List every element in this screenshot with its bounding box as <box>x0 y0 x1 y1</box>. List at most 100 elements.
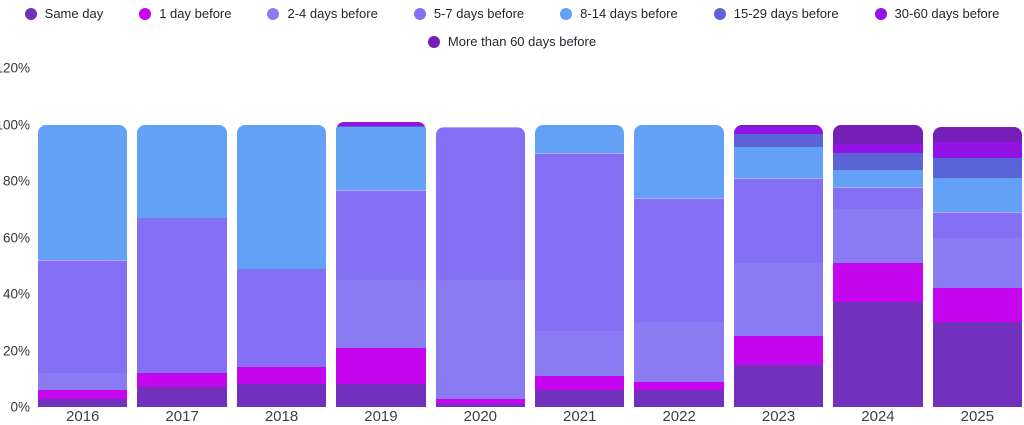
x-label-2020: 2020 <box>463 408 498 425</box>
segment-1-day-before-2023[interactable] <box>733 336 824 365</box>
segment-same-day-2017[interactable] <box>137 387 227 407</box>
bar-2017[interactable] <box>137 124 227 407</box>
y-tick-60: 60% <box>2 230 30 245</box>
segment-1-day-before-2024[interactable] <box>833 262 923 303</box>
segment-5-7-days-before-2023[interactable] <box>733 178 824 263</box>
legend-label: 30-60 days before <box>894 6 1000 21</box>
segment-30-60-days-before-2024[interactable] <box>833 144 923 153</box>
segment-5-7-days-before-2022[interactable] <box>634 197 724 323</box>
bar-2025[interactable] <box>932 127 1023 407</box>
segment-more-than-60-days-before-2025[interactable] <box>932 127 1023 142</box>
segment-same-day-2019[interactable] <box>336 384 426 407</box>
segment-2-4-days-before-2023[interactable] <box>733 262 824 337</box>
y-axis: 0% 20% 40% 60% 80% 100% 120% <box>0 0 32 425</box>
segment-30-60-days-before-2025[interactable] <box>932 141 1023 159</box>
chart-legend: Same day 1 day before 2-4 days before 5-7 d… <box>0 0 1024 49</box>
bar-2022[interactable] <box>634 124 724 407</box>
segment-8-14-days-before-2019[interactable] <box>336 127 426 190</box>
segment-30-60-days-before-2019[interactable] <box>336 121 426 126</box>
segment-5-7-days-before-2024[interactable] <box>833 186 923 210</box>
legend-label: 1 day before <box>159 6 232 21</box>
y-tick-120: 120% <box>0 60 30 76</box>
legend-item-more-than-60-days-before[interactable]: More than 60 days before <box>427 34 597 49</box>
legend-label: More than 60 days before <box>447 34 597 49</box>
segment-same-day-2016[interactable] <box>38 398 128 407</box>
legend-label: 15-29 days before <box>733 6 839 21</box>
bar-2024[interactable] <box>833 124 923 407</box>
segment-same-day-2025[interactable] <box>932 322 1023 407</box>
segment-15-29-days-before-2023[interactable] <box>733 134 824 148</box>
segment-5-7-days-before-2017[interactable] <box>137 217 227 374</box>
segment-8-14-days-before-2025[interactable] <box>932 178 1023 213</box>
y-tick-20: 20% <box>2 343 30 358</box>
legend-dot-icon <box>413 7 426 20</box>
segment-1-day-before-2018[interactable] <box>236 367 327 385</box>
segment-2-4-days-before-2021[interactable] <box>535 330 625 376</box>
bar-2021[interactable] <box>535 124 625 407</box>
legend-item-1-day-before[interactable]: 1 day before <box>139 6 231 21</box>
segment-8-14-days-before-2016[interactable] <box>38 124 128 261</box>
segment-more-than-60-days-before-2023[interactable] <box>733 124 824 128</box>
bar-2018[interactable] <box>236 124 327 407</box>
legend-dot-icon <box>713 7 726 20</box>
segment-8-14-days-before-2017[interactable] <box>137 124 227 218</box>
segment-2-4-days-before-2016[interactable] <box>38 373 128 391</box>
segment-2-4-days-before-2024[interactable] <box>833 209 923 263</box>
segment-8-14-days-before-2023[interactable] <box>733 147 824 179</box>
segment-same-day-2021[interactable] <box>535 390 625 407</box>
legend-row-2: More than 60 days before <box>0 34 1024 49</box>
segment-same-day-2024[interactable] <box>833 302 923 407</box>
segment-1-day-before-2022[interactable] <box>634 381 724 391</box>
legend-label: 8-14 days before <box>580 6 678 21</box>
x-label-2018: 2018 <box>264 408 299 425</box>
x-label-2021: 2021 <box>563 408 597 425</box>
segment-15-29-days-before-2024[interactable] <box>833 152 923 170</box>
legend-item-8-14-days-before[interactable]: 8-14 days before <box>560 6 678 21</box>
legend-dot-icon <box>874 7 887 20</box>
segment-1-day-before-2025[interactable] <box>932 288 1023 323</box>
legend-item-2-4-days-before[interactable]: 2-4 days before <box>267 6 378 21</box>
segment-8-14-days-before-2024[interactable] <box>833 169 923 187</box>
legend-dot-icon <box>427 35 440 48</box>
segment-2-4-days-before-2020[interactable] <box>435 279 526 399</box>
segment-15-29-days-before-2019[interactable] <box>336 125 426 128</box>
segment-5-7-days-before-2025[interactable] <box>932 212 1023 238</box>
legend-item-same-day[interactable]: Same day <box>24 6 103 21</box>
legend-item-15-29-days-before[interactable]: 15-29 days before <box>713 6 839 21</box>
segment-5-7-days-before-2020[interactable] <box>435 127 526 280</box>
segment-1-day-before-2019[interactable] <box>336 347 426 385</box>
segment-1-day-before-2021[interactable] <box>535 375 625 391</box>
segment-5-7-days-before-2019[interactable] <box>336 189 426 280</box>
segment-1-day-before-2020[interactable] <box>435 398 526 405</box>
segment-8-14-days-before-2021[interactable] <box>535 124 625 153</box>
segment-same-day-2023[interactable] <box>733 364 824 407</box>
segment-2-4-days-before-2025[interactable] <box>932 237 1023 289</box>
legend-dot-icon <box>267 7 280 20</box>
segment-5-7-days-before-2021[interactable] <box>535 152 625 331</box>
segment-1-day-before-2017[interactable] <box>137 373 227 388</box>
segment-5-7-days-before-2018[interactable] <box>236 268 327 368</box>
segment-15-29-days-before-2025[interactable] <box>932 158 1023 179</box>
segment-5-7-days-before-2016[interactable] <box>38 260 128 374</box>
x-label-2025: 2025 <box>960 408 995 425</box>
y-tick-0: 0% <box>10 399 30 415</box>
legend-dot-icon <box>560 7 573 20</box>
legend-item-30-60-days-before[interactable]: 30-60 days before <box>874 6 1000 21</box>
bar-2019[interactable] <box>336 121 426 407</box>
bar-2023[interactable] <box>733 124 824 407</box>
segment-8-14-days-before-2018[interactable] <box>236 124 327 269</box>
segment-2-4-days-before-2022[interactable] <box>634 322 724 382</box>
segment-30-60-days-before-2023[interactable] <box>733 127 824 135</box>
segment-2-4-days-before-2019[interactable] <box>336 279 426 348</box>
segment-same-day-2018[interactable] <box>236 384 327 407</box>
segment-same-day-2022[interactable] <box>634 390 724 407</box>
segment-1-day-before-2016[interactable] <box>38 390 128 399</box>
bar-2016[interactable] <box>38 124 128 407</box>
plot-area <box>38 68 1023 407</box>
bar-2020[interactable] <box>435 127 526 407</box>
segment-8-14-days-before-2022[interactable] <box>634 124 724 198</box>
legend-item-5-7-days-before[interactable]: 5-7 days before <box>413 6 524 21</box>
segment-same-day-2020[interactable] <box>435 404 526 407</box>
segment-more-than-60-days-before-2024[interactable] <box>833 124 923 145</box>
